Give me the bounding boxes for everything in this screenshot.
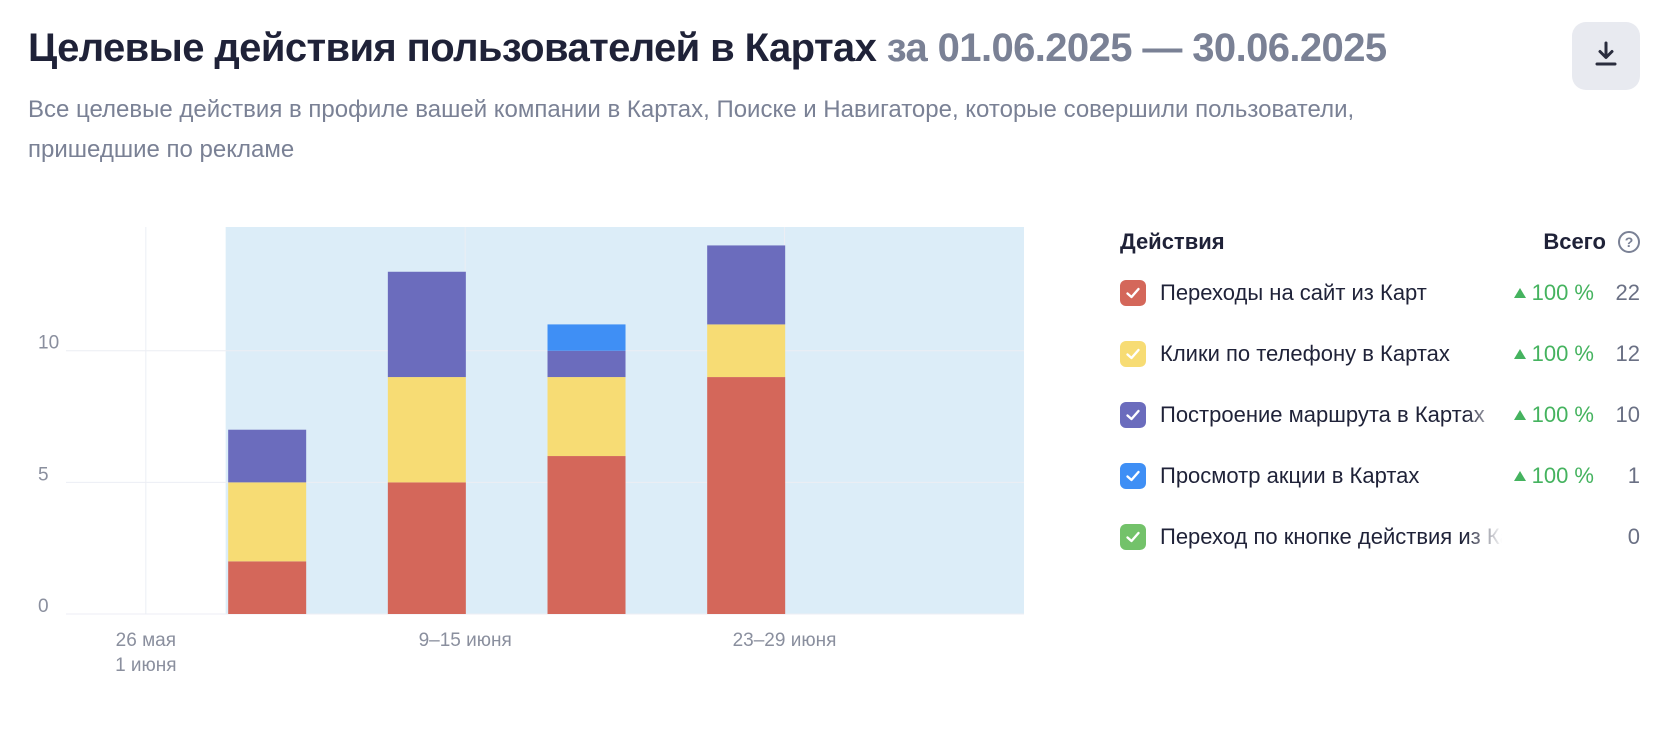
bar-segment bbox=[547, 350, 626, 378]
legend-item[interactable]: Переход по кнопке действия из Карт 0 bbox=[1120, 506, 1640, 567]
legend-column-actions: Действия bbox=[1120, 229, 1225, 254]
title-period: за 01.06.2025 — 30.06.2025 bbox=[886, 26, 1387, 70]
legend-checkbox[interactable] bbox=[1120, 340, 1146, 367]
x-tick-label: 23–29 июня bbox=[733, 630, 837, 651]
legend-item-label: Переходы на сайт из Карт bbox=[1160, 279, 1502, 306]
bar-segment bbox=[547, 377, 626, 457]
legend-checkbox[interactable] bbox=[1120, 462, 1146, 489]
bar-segment bbox=[387, 482, 466, 614]
x-tick-label: 9–15 июня bbox=[419, 630, 512, 651]
y-tick-label: 5 bbox=[38, 464, 49, 485]
legend-item[interactable]: Клики по телефону в Картах 100 % 12 bbox=[1120, 323, 1640, 384]
legend-checkbox[interactable] bbox=[1120, 523, 1146, 550]
checkmark-icon bbox=[1126, 531, 1140, 542]
legend-item-label: Переход по кнопке действия из Карт bbox=[1160, 523, 1502, 550]
checkmark-icon bbox=[1126, 409, 1140, 420]
bar-segment bbox=[707, 245, 786, 325]
legend-item[interactable]: Переходы на сайт из Карт 100 % 22 bbox=[1120, 262, 1640, 323]
bar-segment bbox=[707, 324, 786, 378]
legend-item-delta-value: 100 % bbox=[1531, 340, 1594, 366]
legend-item-delta: 100 % bbox=[1502, 341, 1594, 367]
bar-segment bbox=[387, 377, 466, 483]
legend-item-label: Просмотр акции в Картах bbox=[1160, 462, 1502, 489]
download-button[interactable] bbox=[1572, 22, 1640, 90]
bar-segment bbox=[547, 324, 626, 351]
checkmark-icon bbox=[1126, 470, 1140, 481]
report-header: Целевые действия пользователей в Картах … bbox=[28, 22, 1528, 170]
chart-svg: 0 5 10 26 мая 1 июня 9–15 июня 23–29 июня bbox=[38, 227, 1024, 676]
legend-item-delta-value: 100 % bbox=[1531, 279, 1594, 305]
trend-up-icon bbox=[1513, 287, 1526, 298]
y-tick-label: 0 bbox=[38, 596, 49, 617]
legend-item-delta: 100 % bbox=[1502, 280, 1594, 306]
bar-segment bbox=[707, 377, 786, 614]
checkmark-icon bbox=[1126, 348, 1140, 359]
legend-item-total: 22 bbox=[1615, 279, 1640, 305]
legend-item-total: 1 bbox=[1627, 462, 1640, 488]
trend-up-icon bbox=[1513, 348, 1526, 359]
trend-up-icon bbox=[1513, 470, 1526, 481]
legend-item-total: 0 bbox=[1627, 523, 1640, 549]
legend-item-total: 10 bbox=[1615, 401, 1640, 427]
legend-item[interactable]: Просмотр акции в Картах 100 % 1 bbox=[1120, 445, 1640, 506]
legend-item-label: Построение маршрута в Картах bbox=[1160, 401, 1502, 428]
download-icon bbox=[1595, 41, 1617, 72]
legend-item-delta-value: 100 % bbox=[1531, 462, 1594, 488]
bar-segment bbox=[547, 456, 626, 614]
legend-rows: Переходы на сайт из Карт 100 % 22 Клики по … bbox=[1120, 262, 1640, 567]
legend-item-label: Клики по телефону в Картах bbox=[1160, 340, 1502, 367]
legend-item-total: 12 bbox=[1615, 340, 1640, 366]
legend-checkbox[interactable] bbox=[1120, 401, 1146, 428]
x-tick-label-secondary: 1 июня bbox=[115, 655, 177, 676]
page-title: Целевые действия пользователей в Картах … bbox=[28, 22, 1528, 74]
legend-item-delta-value: 100 % bbox=[1531, 401, 1594, 427]
trend-up-icon bbox=[1513, 409, 1526, 420]
legend-item[interactable]: Построение маршрута в Картах 100 % 10 bbox=[1120, 384, 1640, 445]
bar-segment bbox=[228, 482, 307, 562]
legend-total-header: Всего ? bbox=[1543, 229, 1640, 255]
legend-item-delta: 100 % bbox=[1502, 402, 1594, 428]
legend-checkbox[interactable] bbox=[1120, 279, 1146, 306]
checkmark-icon bbox=[1126, 287, 1140, 298]
bar-segment bbox=[387, 271, 466, 378]
y-tick-label: 10 bbox=[38, 333, 59, 354]
page-subtitle: Все целевые действия в профиле вашей ком… bbox=[28, 96, 1355, 163]
legend-column-total: Всего bbox=[1543, 229, 1606, 254]
actions-legend: Действия Всего ? Переходы на сайт из Кар… bbox=[1120, 222, 1640, 567]
bar-segment bbox=[228, 561, 307, 614]
legend-header: Действия Всего ? bbox=[1120, 222, 1640, 262]
legend-item-delta: 100 % bbox=[1502, 463, 1594, 489]
bar-segment bbox=[228, 429, 307, 483]
actions-bar-chart: 0 5 10 26 мая 1 июня 9–15 июня 23–29 июня bbox=[0, 225, 1100, 732]
title-text: Целевые действия пользователей в Картах bbox=[28, 26, 877, 70]
x-tick-label: 26 мая bbox=[116, 630, 176, 651]
question-circle-icon[interactable]: ? bbox=[1618, 231, 1640, 253]
